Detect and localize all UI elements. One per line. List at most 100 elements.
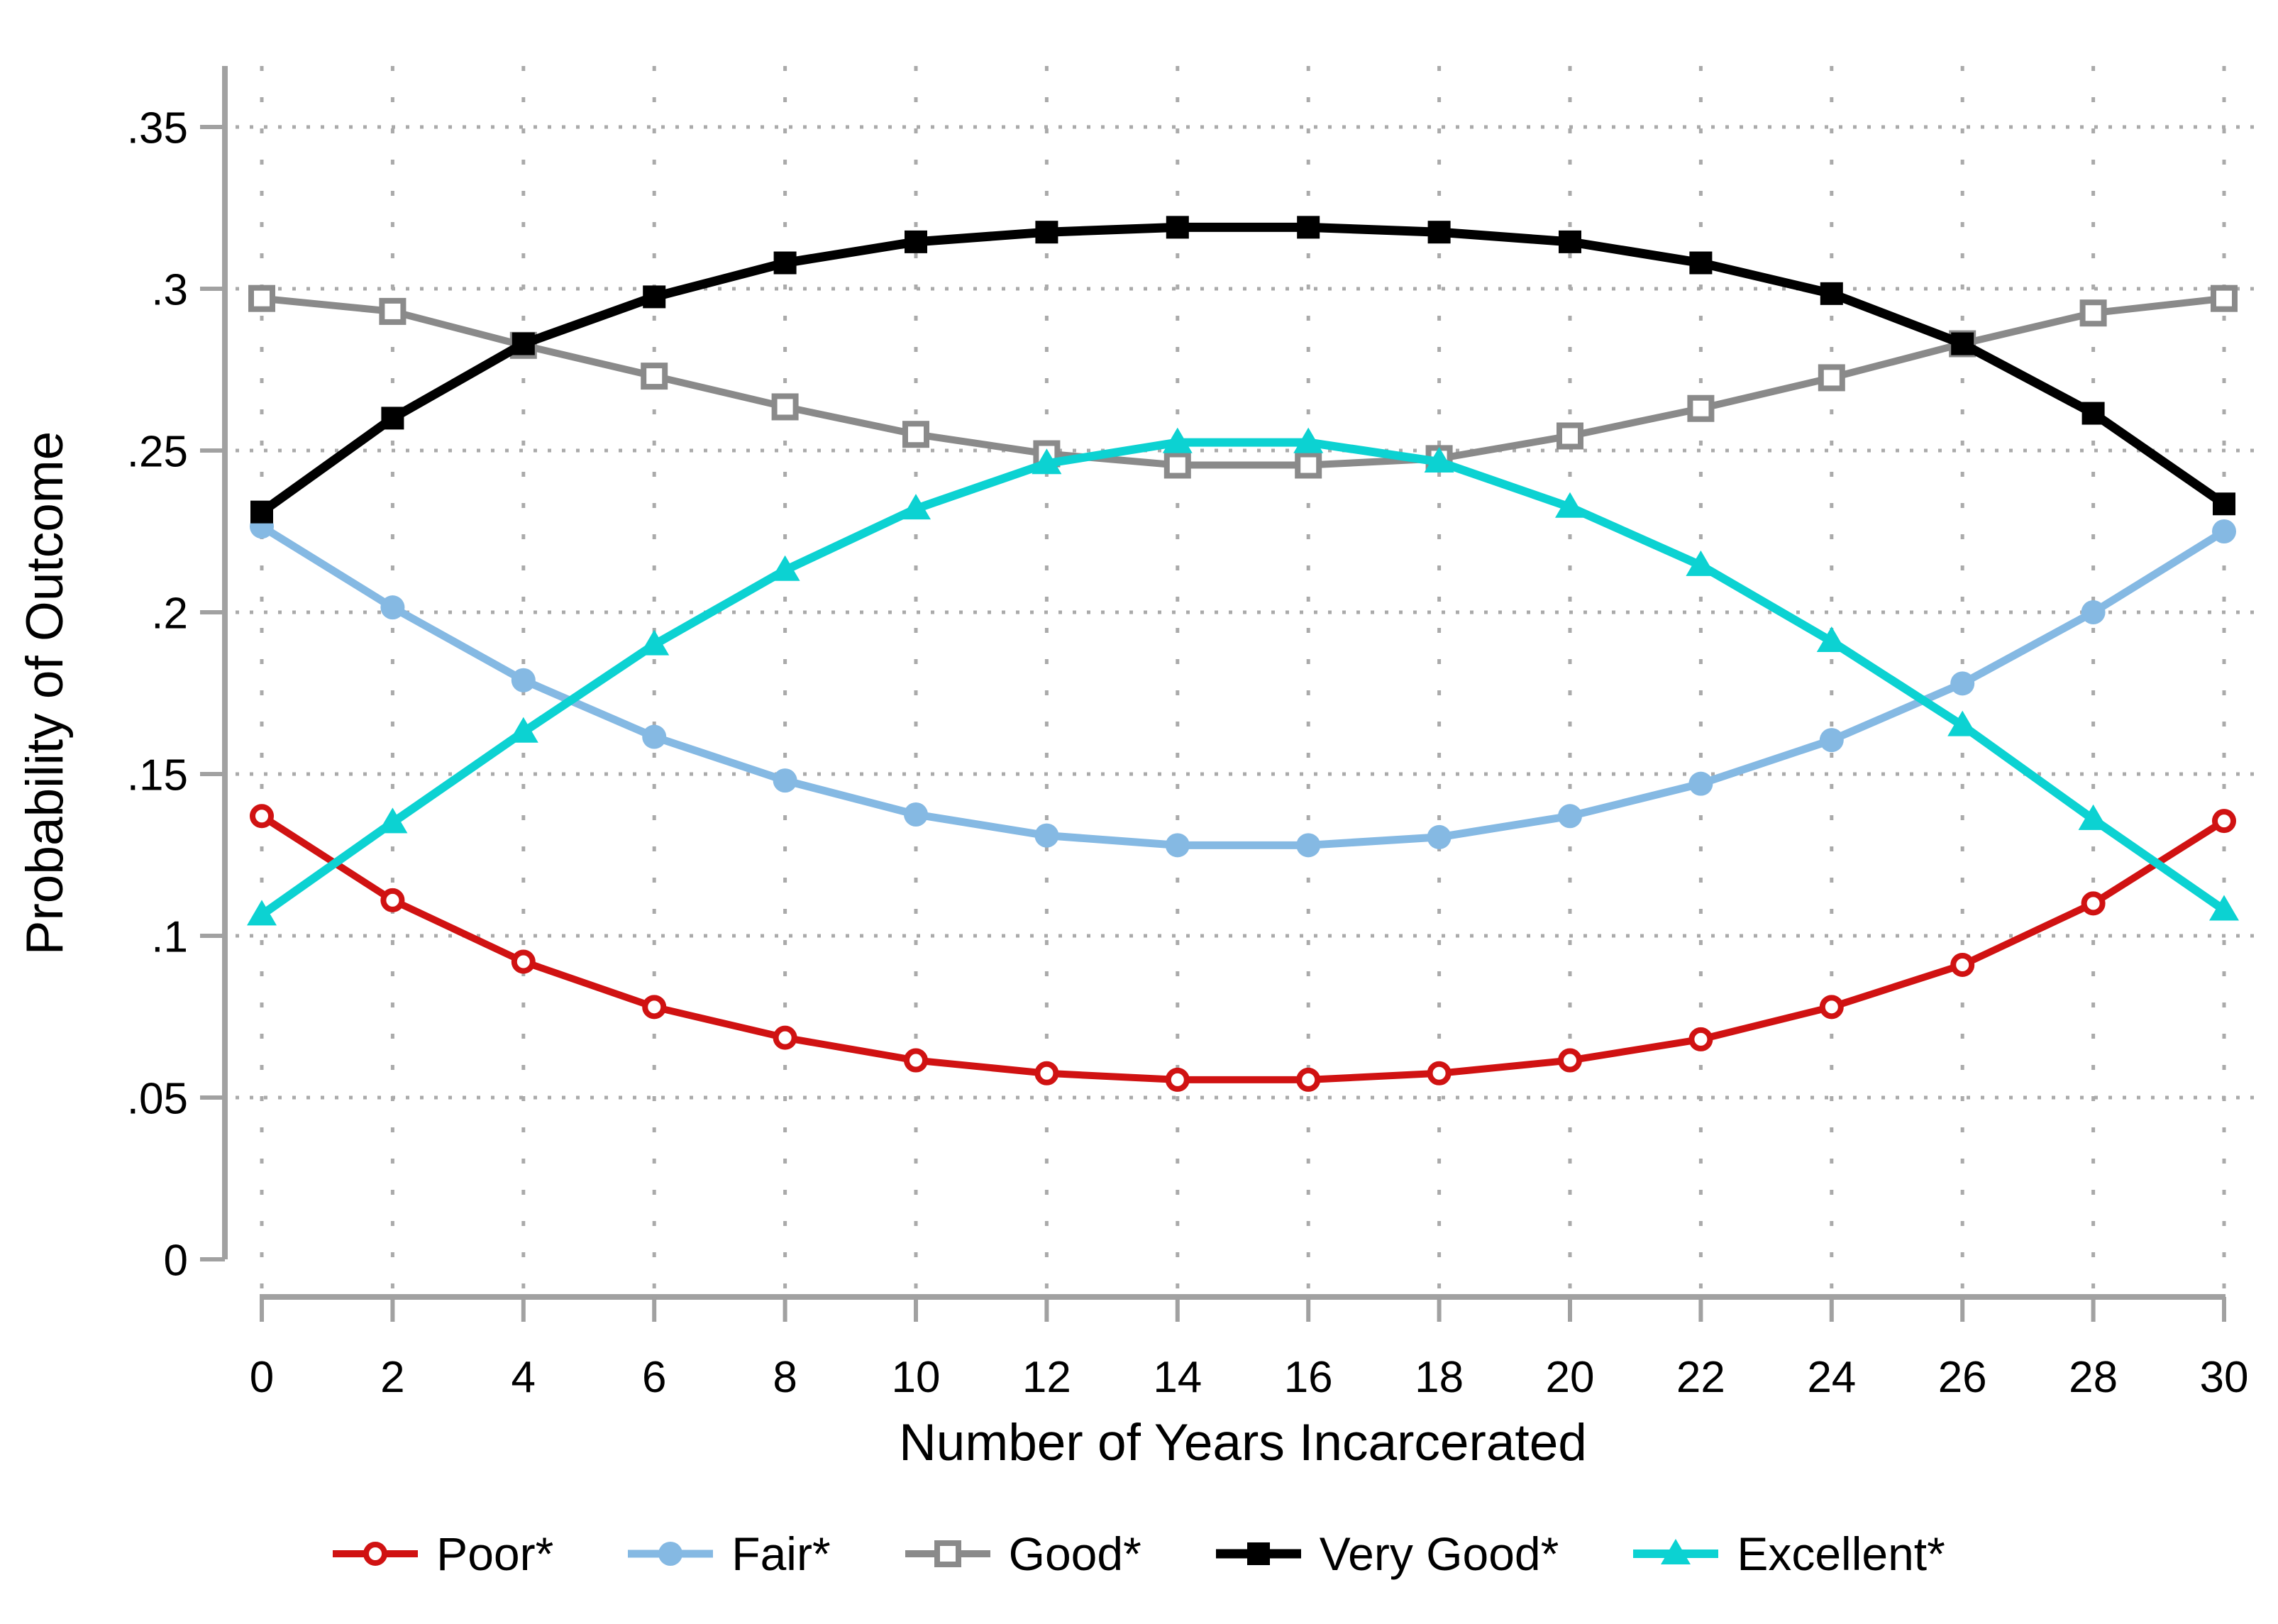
data-point-marker bbox=[508, 717, 538, 743]
data-point-marker bbox=[381, 407, 404, 430]
data-point-marker bbox=[905, 230, 927, 253]
legend-entry-good: Good* bbox=[905, 1527, 1141, 1581]
y-tick-label: .05 bbox=[127, 1074, 188, 1123]
series-line bbox=[259, 438, 2227, 919]
legend-marker-filled-circle bbox=[628, 1542, 714, 1566]
x-tick-label: 8 bbox=[773, 1353, 797, 1402]
data-point-marker bbox=[643, 285, 666, 309]
data-point-marker bbox=[2213, 492, 2235, 516]
data-point-marker bbox=[2212, 809, 2236, 834]
x-tick-label: 28 bbox=[2069, 1353, 2118, 1402]
data-point-marker bbox=[250, 804, 274, 829]
data-point-marker bbox=[902, 421, 929, 448]
data-point-marker bbox=[1951, 332, 1974, 355]
data-point-marker bbox=[904, 802, 928, 827]
legend-entry-poor: Poor* bbox=[333, 1527, 553, 1581]
data-point-marker bbox=[247, 900, 277, 926]
data-point-marker bbox=[250, 500, 273, 524]
data-point-marker bbox=[1424, 446, 1454, 473]
data-point-marker bbox=[2078, 804, 2108, 830]
data-point-marker bbox=[1163, 451, 1191, 479]
data-point-marker bbox=[1947, 710, 1978, 736]
data-point-marker bbox=[248, 285, 275, 312]
legend-label: Excellent* bbox=[1737, 1528, 1945, 1580]
data-point-marker bbox=[641, 363, 668, 390]
series-excellent bbox=[247, 427, 2239, 926]
data-point-marker bbox=[1297, 216, 1320, 239]
axes bbox=[200, 66, 2226, 1322]
data-point-marker bbox=[773, 251, 797, 275]
series-line bbox=[261, 294, 2225, 469]
tick-labels: 0.05.1.15.2.25.3.350 2 4 6 8 10 12 14 16 18 20 22 24… bbox=[127, 104, 2249, 1402]
x-tick-label: 24 bbox=[1807, 1353, 1856, 1402]
y-axis-title: Probability of Outcome bbox=[16, 431, 74, 955]
legend-label: Fair* bbox=[731, 1528, 831, 1580]
x-axis-title: Number of Years Incarcerated bbox=[899, 1414, 1587, 1471]
data-point-marker bbox=[1427, 221, 1451, 244]
y-tick-label: .2 bbox=[151, 589, 188, 638]
data-point-marker bbox=[1820, 282, 1843, 305]
data-point-marker bbox=[770, 555, 800, 581]
data-point-marker bbox=[1688, 1027, 1713, 1051]
series-very-good bbox=[250, 216, 2235, 524]
series-line bbox=[260, 523, 2226, 849]
data-point-marker bbox=[1687, 394, 1715, 422]
data-point-marker bbox=[511, 949, 536, 974]
data-point-marker bbox=[1165, 833, 1190, 858]
x-tick-label: 26 bbox=[1938, 1353, 1987, 1402]
data-point-marker bbox=[771, 393, 799, 421]
x-tick-label: 0 bbox=[250, 1353, 274, 1402]
data-point-marker bbox=[1555, 492, 1585, 518]
data-point-marker bbox=[904, 1048, 928, 1073]
data-point-marker bbox=[1246, 1542, 1270, 1565]
data-point-marker bbox=[1819, 728, 1844, 753]
data-point-marker bbox=[1557, 422, 1583, 450]
data-point-marker bbox=[1427, 1061, 1452, 1086]
data-point-marker bbox=[901, 494, 931, 520]
data-point-marker bbox=[1295, 451, 1322, 479]
data-point-marker bbox=[2211, 285, 2238, 312]
data-point-marker bbox=[1034, 1061, 1059, 1086]
legend-marker-filled-square bbox=[1215, 1542, 1301, 1565]
y-tick-label: .3 bbox=[151, 265, 188, 314]
data-point-marker bbox=[639, 629, 670, 656]
data-point-marker bbox=[1950, 953, 1975, 978]
data-point-marker bbox=[1816, 626, 1847, 653]
data-point-marker bbox=[1293, 427, 1324, 453]
legend-label: Poor* bbox=[436, 1528, 554, 1580]
data-point-marker bbox=[363, 1542, 388, 1566]
data-point-marker bbox=[2079, 299, 2107, 327]
data-point-marker bbox=[642, 995, 667, 1020]
series-layer bbox=[247, 216, 2239, 1092]
data-point-marker bbox=[377, 807, 408, 834]
x-tick-label: 6 bbox=[642, 1353, 666, 1402]
data-point-marker bbox=[1819, 995, 1844, 1020]
legend-marker-filled-triangle bbox=[1633, 1539, 1719, 1564]
data-point-marker bbox=[2081, 891, 2106, 916]
data-point-marker bbox=[2081, 402, 2105, 425]
legend-marker-open-square bbox=[905, 1540, 990, 1567]
x-tick-label: 20 bbox=[1546, 1353, 1595, 1402]
data-point-marker bbox=[1688, 771, 1713, 796]
data-point-marker bbox=[773, 1025, 797, 1050]
data-point-marker bbox=[380, 595, 405, 620]
legend-entry-very-good: Very Good* bbox=[1215, 1527, 1559, 1581]
legend-entry-fair: Fair* bbox=[628, 1527, 831, 1581]
gridlines bbox=[236, 66, 2256, 1293]
data-point-marker bbox=[1686, 550, 1716, 576]
x-tick-label: 18 bbox=[1415, 1353, 1464, 1402]
data-point-marker bbox=[2212, 519, 2236, 543]
data-point-marker bbox=[2209, 895, 2239, 921]
data-point-marker bbox=[934, 1540, 961, 1567]
data-point-marker bbox=[1296, 833, 1321, 858]
data-point-marker bbox=[1166, 216, 1189, 239]
legend-entry-excellent: Excellent* bbox=[1633, 1527, 1945, 1581]
data-point-marker bbox=[1818, 364, 1845, 392]
x-tick-label: 30 bbox=[2200, 1353, 2249, 1402]
data-point-marker bbox=[1689, 251, 1713, 275]
y-tick-label: .1 bbox=[151, 912, 188, 961]
data-point-marker bbox=[1034, 823, 1059, 848]
data-point-marker bbox=[1162, 427, 1193, 453]
